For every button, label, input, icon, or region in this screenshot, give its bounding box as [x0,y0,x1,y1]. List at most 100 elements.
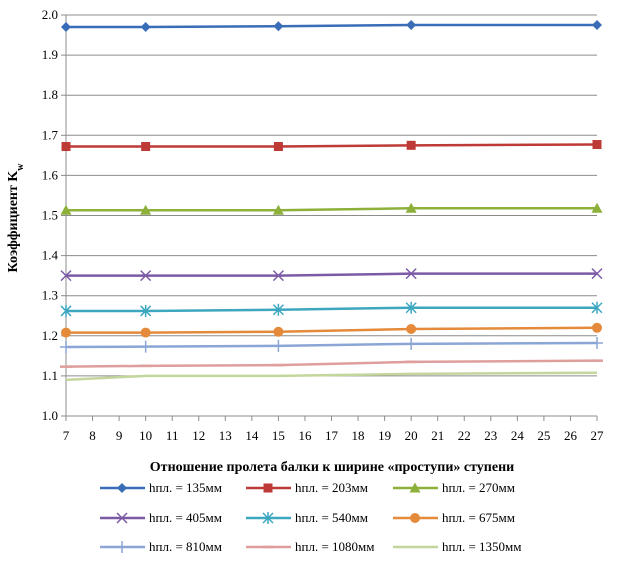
data-point [272,204,284,215]
legend-item: hпл. = 1080мм [246,539,374,554]
data-point [272,303,284,316]
data-point [60,204,72,215]
data-point [272,339,285,352]
y-tick-label: 1.4 [42,248,59,263]
series-1 [61,20,602,33]
legend-item: hпл. = 675мм [393,510,515,525]
series-7 [60,337,603,354]
data-point [592,140,602,150]
x-tick-label: 23 [484,428,497,443]
x-tick-label: 9 [116,428,123,443]
y-tick-label: 1.0 [42,408,58,423]
legend-item: hпл. = 135мм [100,480,222,495]
series-3 [60,202,603,215]
x-tick-label: 21 [431,428,444,443]
data-point [140,304,152,317]
series-9 [65,371,598,382]
legend-item: hпл. = 203мм [246,480,368,495]
legend-label: hпл. = 270мм [442,480,515,495]
legend-marker [263,483,273,493]
x-tick-label: 24 [511,428,525,443]
legend-marker [116,512,128,524]
y-tick-label: 1.1 [42,368,58,383]
legend-label: hпл. = 540мм [295,510,368,525]
data-point [591,202,603,213]
x-tick-label: 17 [325,428,339,443]
data-point [592,20,602,31]
grid-lines [66,14,597,417]
data-point [140,270,152,282]
legend-label: hпл. = 203мм [295,480,368,495]
x-tick-labels: 7 8 9 10 11 12 13 14 15 16 17 18 19 20 21 22 23 24 25 26 27 [63,428,604,443]
x-axis-label: Отношение пролета балки к ширине «просту… [150,460,514,475]
data-point [139,340,152,353]
x-tick-label: 15 [272,428,285,443]
series-2 [61,140,602,152]
data-point [140,22,151,33]
series-line [65,371,598,382]
legend-item: hпл. = 270мм [393,480,515,495]
x-tick-label: 25 [537,428,550,443]
y-tick-label: 1.8 [42,87,58,102]
data-point [273,326,284,337]
x-tick-label: 26 [564,428,578,443]
data-point [273,21,284,32]
y-tick-label: 1.7 [42,127,59,142]
data-point [405,301,417,314]
y-tick-labels: 1.0 1.1 1.2 1.3 1.4 1.5 1.6 1.7 1.8 1.9 2.0 [42,7,59,423]
x-tick-label: 10 [139,428,152,443]
data-point [272,270,284,282]
x-tick-label: 13 [219,428,232,443]
x-tick-label: 14 [245,428,259,443]
data-point [61,142,71,152]
legend-marker [117,483,127,493]
data-point [140,327,151,338]
x-tick-label: 11 [166,428,179,443]
data-point [406,140,416,150]
x-tick-label: 8 [89,428,96,443]
legend-marker [116,541,128,553]
x-tick-label: 19 [378,428,391,443]
data-point [60,341,72,354]
legend-item: hпл. = 1350мм [393,539,521,554]
x-tick-label: 18 [352,428,365,443]
x-tick-label: 20 [405,428,418,443]
data-point [405,268,417,280]
data-point [591,337,603,350]
data-point [592,322,602,333]
series-8 [60,359,603,368]
y-tick-label: 1.2 [42,328,58,343]
y-tick-label: 1.6 [42,167,59,182]
legend: hпл. = 135мм hпл. = 203мм hпл. = 270мм hпл.… [100,480,521,554]
series-5 [60,301,603,317]
data-point [61,327,71,338]
data-point [591,301,603,314]
data-point [141,142,151,152]
legend-item: hпл. = 810мм [100,539,222,554]
y-tick-label: 2.0 [42,7,58,22]
legend-item: hпл. = 540мм [246,510,368,525]
data-point [405,337,418,350]
x-tick-label: 12 [192,428,205,443]
x-tick-label: 22 [458,428,471,443]
y-tick-label: 1.3 [42,288,58,303]
data-point [405,202,417,213]
legend-label: hпл. = 1350мм [442,539,521,554]
data-point [406,20,417,31]
series-4 [60,268,603,282]
series-6 [61,322,602,338]
data-point [273,142,283,152]
data-point [591,268,603,280]
x-tick-label: 7 [63,428,70,443]
data-point [140,204,152,215]
y-axis-label: Коэффициент Kw [6,163,26,273]
legend-label: hпл. = 135мм [149,480,222,495]
legend-marker [262,512,274,524]
legend-label: hпл. = 405мм [149,510,222,525]
data-point [406,323,417,334]
legend-marker [410,513,420,523]
y-tick-label: 1.9 [42,47,58,62]
data-point [61,22,71,33]
series-group [60,20,603,382]
